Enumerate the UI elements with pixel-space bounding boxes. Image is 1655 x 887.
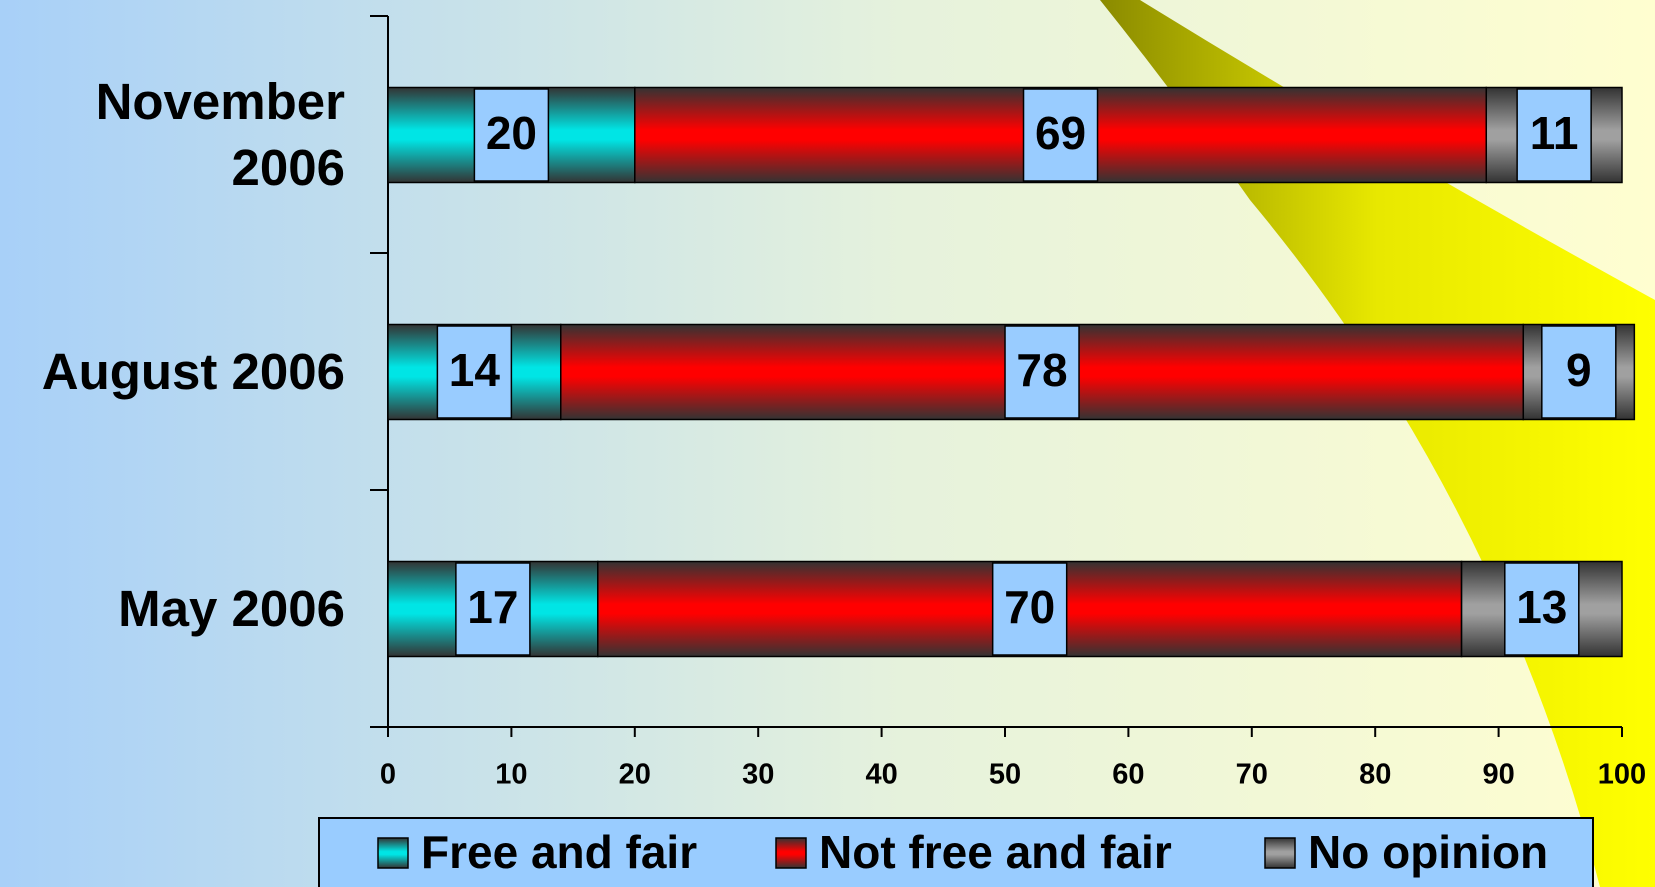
legend-box bbox=[318, 817, 1594, 887]
data-label-box bbox=[1504, 562, 1580, 656]
x-tick-label: 10 bbox=[495, 759, 527, 791]
legend-label: Free and fair bbox=[421, 826, 697, 878]
legend-swatch bbox=[775, 837, 807, 869]
data-label-box bbox=[455, 562, 531, 656]
data-label-box bbox=[1516, 88, 1592, 182]
legend-label: Not free and fair bbox=[819, 826, 1172, 878]
x-tick-label: 0 bbox=[380, 759, 396, 791]
x-tick-label: 80 bbox=[1359, 759, 1391, 791]
x-tick-label: 20 bbox=[619, 759, 651, 791]
x-tick-label: 100 bbox=[1598, 759, 1646, 791]
x-tick-label: 70 bbox=[1236, 759, 1268, 791]
data-label: 13 bbox=[1516, 581, 1567, 633]
data-label: 14 bbox=[449, 344, 501, 396]
category-label: May 2006 bbox=[118, 580, 345, 637]
data-label-box bbox=[473, 88, 550, 182]
data-label: 11 bbox=[1530, 107, 1579, 159]
legend-swatch bbox=[377, 837, 409, 869]
data-label: 17 bbox=[467, 581, 518, 633]
x-tick-label: 30 bbox=[742, 759, 774, 791]
category-label: November 2006 bbox=[95, 73, 345, 196]
legend-label: No opinion bbox=[1308, 826, 1548, 878]
category-label: August 2006 bbox=[41, 343, 345, 400]
data-label-box bbox=[1022, 88, 1099, 182]
legend-swatch bbox=[1264, 837, 1296, 869]
data-label-box bbox=[991, 562, 1068, 656]
x-tick-label: 60 bbox=[1112, 759, 1144, 791]
x-tick-label: 50 bbox=[989, 759, 1021, 791]
data-label: 69 bbox=[1035, 107, 1086, 159]
x-tick-label: 90 bbox=[1482, 759, 1514, 791]
data-label-box bbox=[1004, 325, 1080, 419]
data-label-box bbox=[1541, 325, 1617, 419]
data-label: 70 bbox=[1004, 581, 1055, 633]
data-label: 9 bbox=[1566, 344, 1592, 396]
data-label: 78 bbox=[1016, 344, 1067, 396]
x-tick-label: 40 bbox=[865, 759, 897, 791]
data-label-box bbox=[436, 325, 513, 419]
data-label: 20 bbox=[486, 107, 537, 159]
